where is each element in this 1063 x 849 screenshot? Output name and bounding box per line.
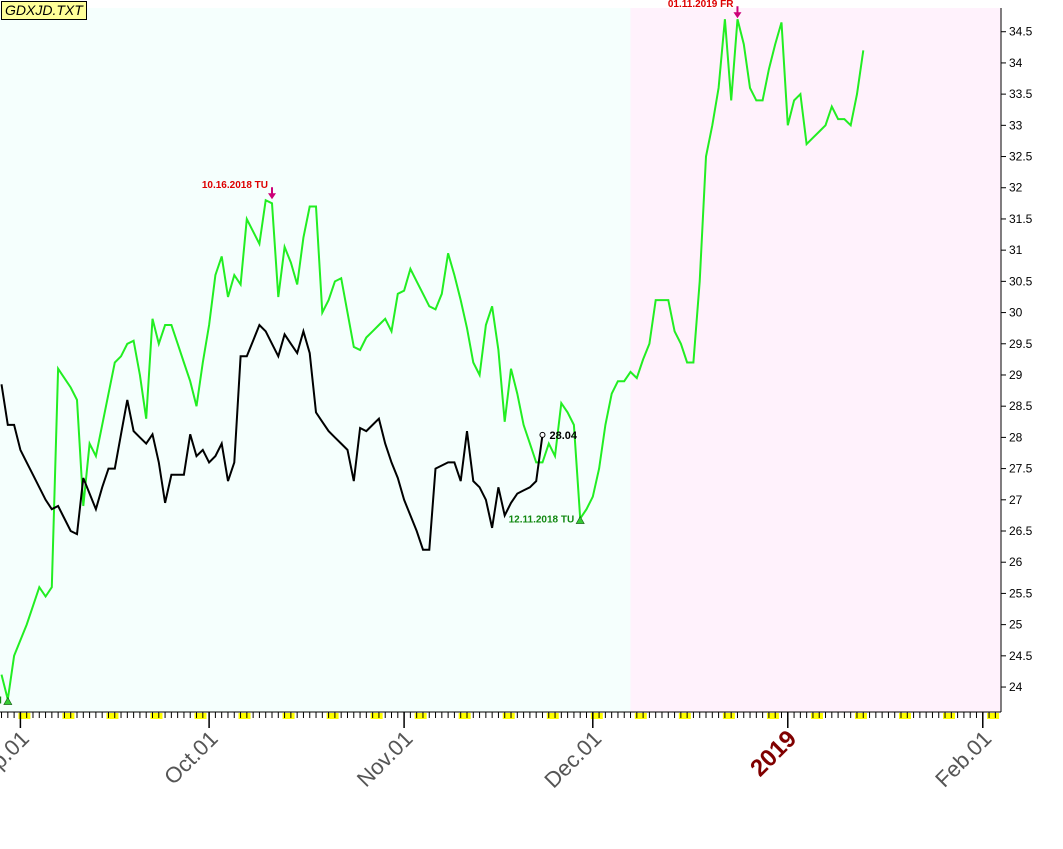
y-tick-label: 31.5 (1009, 212, 1033, 226)
file-title: GDXJD.TXT (1, 1, 87, 20)
weekend-marker (546, 713, 559, 719)
weekend-marker (414, 713, 427, 719)
weekend-marker (766, 713, 779, 719)
weekend-marker (678, 713, 691, 719)
y-tick-label: 33 (1009, 118, 1023, 132)
y-tick-label: 34.5 (1009, 25, 1033, 39)
weekend-marker (282, 713, 295, 719)
peak-date-label: 10.16.2018 TU (202, 180, 268, 191)
trough-date-label: TH (0, 696, 2, 707)
y-tick-label: 27 (1009, 493, 1023, 507)
series-green-line (0, 18, 865, 700)
y-axis: 24 24.5 25 25.5 26 26.5 27 27.5 28 28.5 29 29.5 30 30… (1000, 8, 1033, 712)
weekend-marker (106, 713, 119, 719)
peak-arrow-head (268, 193, 276, 200)
peak-arrow-head (733, 12, 742, 19)
y-tick-label: 26.5 (1009, 524, 1033, 538)
weekend-marker (722, 713, 735, 719)
endpoint-marker (539, 431, 546, 438)
x-axis: Sep.01 Oct.01 Nov.01 Dec.01 2019 Feb.01 (0, 711, 1001, 793)
weekend-marker (987, 713, 1000, 719)
x-tick-label: Oct.01 (159, 726, 223, 790)
y-tick-label: 28 (1009, 430, 1023, 444)
weekend-marker (943, 713, 956, 719)
series-layer (0, 18, 865, 700)
x-tick-label: Dec.01 (539, 726, 606, 793)
y-tick-label: 25 (1009, 618, 1023, 632)
x-tick-label: 2019 (745, 725, 802, 782)
y-tick-label: 24 (1009, 680, 1023, 694)
y-tick-label: 32 (1009, 181, 1023, 195)
weekend-marker (810, 713, 823, 719)
annotations-layer: 28.04 10.16.2018 TU 01.11.2019 FR 12.11.201… (0, 0, 742, 707)
weekend-marker (458, 713, 471, 719)
weekend-marker (502, 713, 515, 719)
y-tick-label: 26 (1009, 555, 1023, 569)
weekend-marker (590, 713, 603, 719)
trough-arrow (575, 515, 585, 524)
x-tick-label: Nov.01 (352, 726, 418, 792)
y-tick-label: 30.5 (1009, 274, 1033, 288)
trough-date-label: 12.11.2018 TU (509, 515, 575, 526)
weekend-marker (854, 713, 867, 719)
y-tick-label: 24.5 (1009, 649, 1033, 663)
weekend-marker (194, 713, 207, 719)
y-tick-label: 30 (1009, 306, 1023, 320)
y-tick-label: 32.5 (1009, 150, 1033, 164)
trough-arrow (3, 696, 13, 705)
weekend-marker (370, 713, 383, 719)
y-tick-label: 28.5 (1009, 399, 1033, 413)
y-tick-label: 29 (1009, 368, 1023, 382)
endpoint-value-label: 28.04 (549, 430, 577, 442)
weekend-marker (238, 713, 251, 719)
x-tick-label: Sep.01 (0, 726, 34, 793)
y-tick-label: 27.5 (1009, 462, 1033, 476)
weekend-marker (62, 713, 75, 719)
x-tick-label: Feb.01 (930, 726, 996, 792)
y-tick-label: 31 (1009, 243, 1023, 257)
weekend-marker (150, 713, 163, 719)
y-tick-label: 34 (1009, 56, 1023, 70)
background-left-region (0, 8, 631, 712)
weekend-marker (326, 713, 339, 719)
weekend-marker (634, 713, 647, 719)
y-tick-label: 29.5 (1009, 337, 1033, 351)
weekend-marker (18, 713, 31, 719)
peak-date-label: 01.11.2019 FR (668, 0, 734, 10)
y-tick-label: 25.5 (1009, 586, 1033, 600)
weekend-marker (899, 713, 911, 719)
background-right-region (630, 8, 1001, 712)
y-tick-label: 33.5 (1009, 87, 1033, 101)
series-black-line (0, 323, 544, 551)
